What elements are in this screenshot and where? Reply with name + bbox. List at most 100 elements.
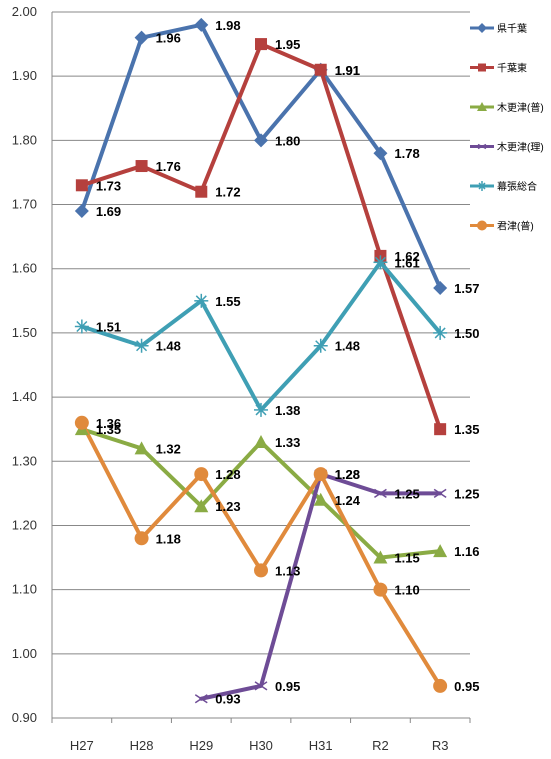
- data-point: [255, 38, 267, 51]
- data-label: 1.33: [275, 435, 300, 450]
- data-point: [134, 441, 149, 455]
- y-tick-label: 1.20: [12, 517, 37, 532]
- series-lines: [79, 22, 443, 701]
- legend-label: 木更津(普): [497, 101, 544, 114]
- data-label: 1.73: [96, 178, 121, 193]
- data-point: [194, 293, 209, 308]
- data-point: [74, 415, 89, 430]
- data-point: [254, 402, 268, 417]
- data-label: 1.72: [215, 185, 240, 200]
- legend-label: 千葉東: [497, 62, 527, 75]
- data-point: [313, 492, 328, 506]
- data-label: 1.16: [454, 544, 479, 559]
- legend-label: 幕張総合: [497, 180, 537, 193]
- y-tick-label: 1.90: [12, 68, 37, 83]
- data-label: 1.38: [275, 403, 300, 418]
- data-point: [373, 146, 388, 161]
- data-point: [74, 203, 89, 218]
- data-point: [313, 338, 328, 353]
- data-point: [434, 423, 447, 436]
- x-tick-label: H29: [189, 738, 213, 753]
- data-point: [134, 30, 149, 45]
- legend-label: 木更津(理): [497, 142, 544, 154]
- axes: [51, 12, 471, 723]
- y-tick-label: 0.90: [12, 710, 37, 725]
- y-tick-label: 2.00: [12, 4, 37, 19]
- data-label: 1.13: [275, 563, 300, 578]
- data-point: [433, 544, 448, 558]
- legend-item: 県千葉: [470, 22, 527, 35]
- y-tick-label: 1.10: [12, 582, 37, 597]
- data-label: 1.28: [335, 467, 360, 482]
- data-label: 1.28: [335, 467, 360, 482]
- data-point: [373, 255, 388, 270]
- legend-label: 県千葉: [497, 22, 527, 35]
- data-label: 1.69: [96, 204, 121, 219]
- data-label: 1.76: [156, 159, 181, 174]
- legend-item: 千葉東: [470, 62, 527, 75]
- data-point: [194, 499, 209, 513]
- data-label: 1.23: [215, 499, 240, 514]
- data-point: [254, 563, 268, 578]
- data-point: [74, 319, 89, 334]
- data-point: [254, 681, 268, 691]
- data-point: [373, 550, 388, 564]
- y-tick-label: 1.80: [12, 132, 37, 147]
- legend-label: 君津(普): [497, 220, 534, 233]
- data-label: 1.57: [454, 281, 479, 296]
- data-label: 1.91: [335, 63, 360, 78]
- data-label: 0.95: [454, 679, 479, 694]
- data-label: 1.62: [394, 249, 419, 264]
- data-label: 1.15: [394, 551, 419, 566]
- x-axis-tick-labels: H27 H28 H29 H30 H31 R2 R3: [70, 738, 449, 753]
- data-point: [477, 143, 487, 150]
- gridlines: [52, 11, 470, 719]
- x-tick-label: H30: [249, 738, 273, 753]
- data-label: 1.48: [156, 339, 181, 354]
- series-line: [79, 420, 443, 688]
- data-point: [134, 531, 149, 546]
- data-label: 1.25: [394, 486, 419, 501]
- data-label: 1.28: [215, 467, 240, 482]
- x-tick-label: R3: [432, 738, 449, 753]
- data-point: [135, 160, 148, 173]
- data-point: [477, 181, 487, 191]
- data-label: 1.32: [156, 441, 181, 456]
- data-point: [433, 325, 448, 340]
- data-label: 1.50: [454, 326, 479, 341]
- data-point: [433, 488, 447, 498]
- legend-item: 君津(普): [470, 220, 534, 233]
- data-point: [134, 338, 149, 353]
- data-label: 1.96: [156, 31, 181, 46]
- data-label: 1.61: [394, 255, 419, 270]
- data-point: [374, 488, 387, 498]
- data-label: 0.95: [275, 679, 300, 694]
- data-label: 1.35: [96, 422, 121, 437]
- data-label: 1.35: [454, 422, 479, 437]
- data-point: [254, 435, 268, 449]
- data-label: 1.10: [394, 583, 419, 598]
- y-axis-tick-labels: 0.90 1.00 1.10 1.20 1.30 1.40 1.50 1.60 1.70 1.80…: [12, 4, 37, 725]
- data-point: [433, 678, 448, 693]
- data-label: 1.18: [156, 531, 181, 546]
- data-label: 0.93: [215, 692, 240, 707]
- series-line: [79, 260, 443, 412]
- data-label: 1.36: [96, 416, 121, 431]
- y-tick-label: 1.60: [12, 261, 37, 276]
- data-label: 1.24: [335, 493, 361, 508]
- data-labels: 1.69 1.96 1.98 1.80 1.91 1.78 1.57 1.73 1.76 1.72…: [96, 18, 480, 707]
- y-tick-label: 1.50: [12, 325, 37, 340]
- data-point: [373, 582, 388, 597]
- series-line: [79, 42, 443, 432]
- data-point: [194, 17, 209, 32]
- data-label: 1.48: [335, 339, 360, 354]
- data-point: [477, 23, 487, 33]
- y-tick-label: 1.40: [12, 389, 37, 404]
- data-point: [433, 280, 448, 295]
- data-label: 1.55: [215, 294, 240, 309]
- x-tick-label: R2: [372, 738, 389, 753]
- data-point: [313, 467, 328, 482]
- series-line: [79, 22, 443, 290]
